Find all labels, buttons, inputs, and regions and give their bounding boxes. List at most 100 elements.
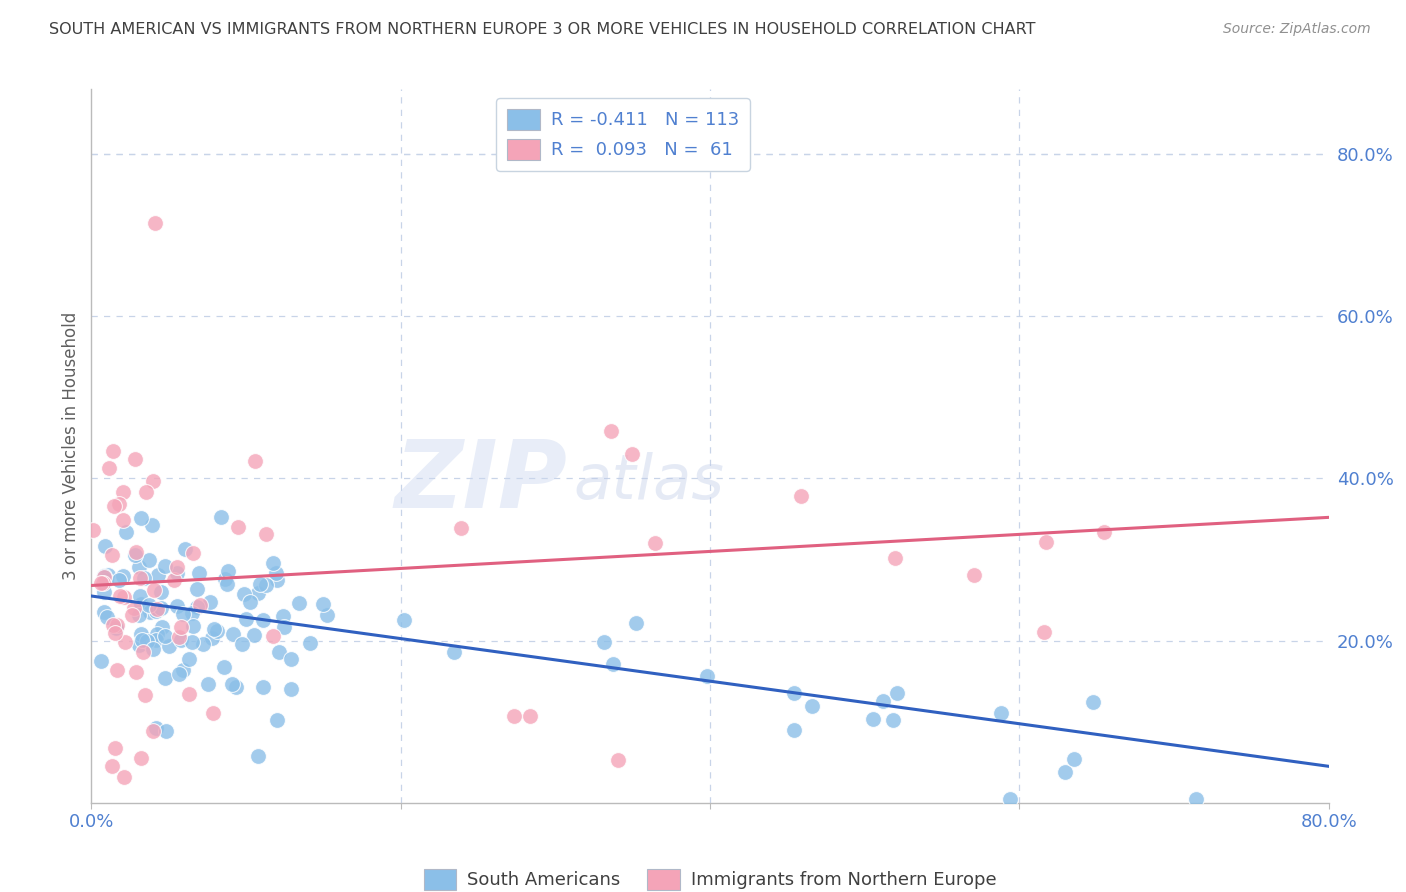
Point <box>181 546 204 560</box>
Point <box>134 688 156 702</box>
Point <box>249 577 271 591</box>
Point <box>252 681 274 695</box>
Point <box>188 566 211 580</box>
Point <box>884 550 907 565</box>
Point <box>266 574 288 588</box>
Point <box>93 570 115 584</box>
Point <box>201 631 224 645</box>
Point <box>97 568 120 582</box>
Point <box>155 672 177 686</box>
Point <box>443 645 465 659</box>
Point <box>121 608 143 623</box>
Point <box>145 601 167 615</box>
Text: Source: ZipAtlas.com: Source: ZipAtlas.com <box>1223 22 1371 37</box>
Point <box>170 620 193 634</box>
Legend: South Americans, Immigrants from Northern Europe: South Americans, Immigrants from Norther… <box>416 862 1004 892</box>
Point <box>112 770 135 784</box>
Point <box>254 578 277 592</box>
Point <box>150 584 173 599</box>
Point <box>197 676 219 690</box>
Point <box>188 598 211 612</box>
Point <box>124 451 146 466</box>
Point <box>872 693 894 707</box>
Text: atlas: atlas <box>574 451 725 512</box>
Point <box>129 597 152 611</box>
Point <box>990 706 1012 720</box>
Point <box>180 635 202 649</box>
Point <box>166 566 188 581</box>
Point <box>246 749 269 764</box>
Point <box>790 490 813 504</box>
Point <box>602 657 624 671</box>
Point <box>129 627 152 641</box>
Point <box>166 560 188 574</box>
Point <box>142 582 165 597</box>
Point <box>157 639 180 653</box>
Point <box>108 497 131 511</box>
Point <box>624 615 647 630</box>
Point <box>145 216 167 230</box>
Point <box>124 548 146 562</box>
Point <box>142 724 165 739</box>
Point <box>696 668 718 682</box>
Point <box>105 618 128 632</box>
Text: SOUTH AMERICAN VS IMMIGRANTS FROM NORTHERN EUROPE 3 OR MORE VEHICLES IN HOUSEHOL: SOUTH AMERICAN VS IMMIGRANTS FROM NORTHE… <box>49 22 1036 37</box>
Point <box>132 645 155 659</box>
Point <box>599 424 621 438</box>
Point <box>166 599 188 613</box>
Point <box>252 614 274 628</box>
Point <box>141 518 163 533</box>
Point <box>104 620 127 634</box>
Point <box>96 573 118 587</box>
Point <box>226 520 249 534</box>
Point <box>101 618 124 632</box>
Point <box>104 740 127 755</box>
Point <box>1053 765 1076 780</box>
Point <box>96 610 118 624</box>
Point <box>104 621 127 635</box>
Point <box>215 577 238 591</box>
Point <box>82 523 104 537</box>
Point <box>186 582 208 596</box>
Point <box>193 637 215 651</box>
Point <box>214 572 236 586</box>
Point <box>177 687 200 701</box>
Point <box>98 461 121 475</box>
Point <box>1000 791 1022 805</box>
Point <box>271 609 294 624</box>
Point <box>101 443 124 458</box>
Point <box>280 681 302 696</box>
Point <box>225 680 247 694</box>
Point <box>1184 791 1206 805</box>
Point <box>108 574 131 588</box>
Point <box>783 723 806 737</box>
Point <box>111 569 134 583</box>
Point <box>128 571 150 585</box>
Point <box>131 632 153 647</box>
Point <box>273 620 295 634</box>
Point <box>125 545 148 559</box>
Point <box>201 706 224 721</box>
Point <box>138 598 160 612</box>
Point <box>644 536 666 550</box>
Point <box>264 566 287 581</box>
Point <box>174 542 197 557</box>
Point <box>169 630 191 644</box>
Point <box>90 576 112 591</box>
Point <box>150 620 173 634</box>
Point <box>132 571 155 585</box>
Point <box>122 601 145 615</box>
Point <box>112 513 135 527</box>
Point <box>262 629 284 643</box>
Point <box>146 567 169 582</box>
Point <box>128 560 150 574</box>
Point <box>111 485 134 500</box>
Point <box>138 605 160 619</box>
Point <box>172 664 194 678</box>
Point <box>1035 535 1057 549</box>
Point <box>135 633 157 648</box>
Point <box>392 613 415 627</box>
Point <box>207 624 229 639</box>
Point <box>91 575 114 590</box>
Point <box>101 548 124 562</box>
